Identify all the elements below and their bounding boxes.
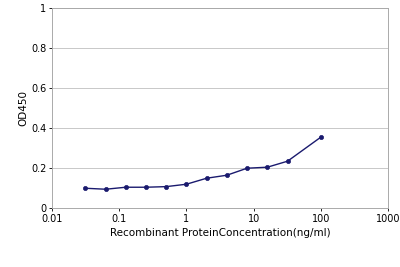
Y-axis label: OD450: OD450 (18, 90, 28, 126)
X-axis label: Recombinant ProteinConcentration(ng/ml): Recombinant ProteinConcentration(ng/ml) (110, 228, 330, 238)
